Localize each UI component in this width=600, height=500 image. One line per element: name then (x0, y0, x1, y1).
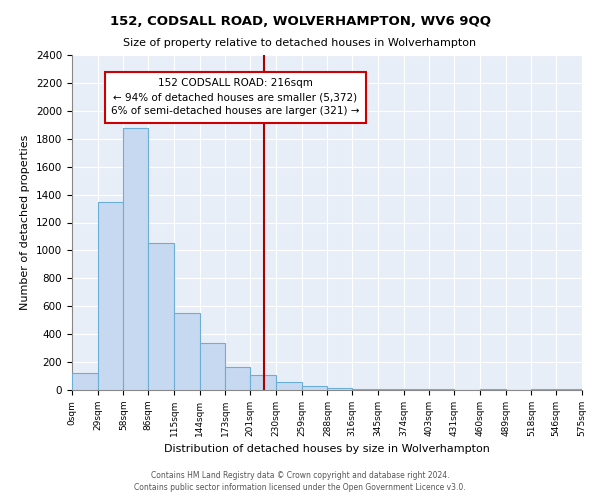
Text: 152 CODSALL ROAD: 216sqm
← 94% of detached houses are smaller (5,372)
6% of semi: 152 CODSALL ROAD: 216sqm ← 94% of detach… (111, 78, 359, 116)
Text: 152, CODSALL ROAD, WOLVERHAMPTON, WV6 9QQ: 152, CODSALL ROAD, WOLVERHAMPTON, WV6 9Q… (110, 15, 491, 28)
Bar (302, 386, 328, 390)
Bar (250, 374, 276, 390)
Bar (352, 388, 378, 390)
X-axis label: Distribution of detached houses by size in Wolverhampton: Distribution of detached houses by size … (164, 444, 490, 454)
Text: Size of property relative to detached houses in Wolverhampton: Size of property relative to detached ho… (124, 38, 476, 48)
Bar (124, 128, 148, 390)
Bar (276, 382, 302, 390)
Bar (226, 367, 250, 390)
Bar (328, 388, 352, 390)
Bar (98, 202, 124, 390)
Bar (148, 244, 174, 390)
Bar (200, 342, 226, 390)
Text: Contains HM Land Registry data © Crown copyright and database right 2024.
Contai: Contains HM Land Registry data © Crown c… (134, 471, 466, 492)
Y-axis label: Number of detached properties: Number of detached properties (20, 135, 31, 310)
Bar (174, 313, 200, 390)
Bar (72, 372, 98, 390)
